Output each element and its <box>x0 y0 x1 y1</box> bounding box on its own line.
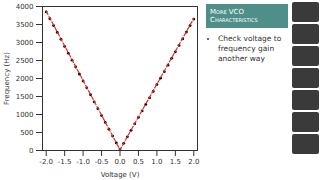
svg-text:-0.5: -0.5 <box>95 158 109 166</box>
svg-text:2.0: 2.0 <box>188 158 199 166</box>
svg-text:-2.0: -2.0 <box>39 158 53 166</box>
svg-text:Voltage (V): Voltage (V) <box>101 171 140 179</box>
svg-text:1500: 1500 <box>16 93 34 101</box>
svg-text:1.5: 1.5 <box>170 158 181 166</box>
svg-text:3000: 3000 <box>16 39 34 47</box>
svg-text:2500: 2500 <box>16 57 34 65</box>
html-text:More VCO Characteristics: More VCO Characteristics <box>210 8 258 24</box>
svg-text:0.0: 0.0 <box>114 158 125 166</box>
svg-text:4000: 4000 <box>16 3 34 11</box>
svg-text:1.0: 1.0 <box>151 158 162 166</box>
svg-text:2000: 2000 <box>16 75 34 83</box>
svg-text:-1.5: -1.5 <box>58 158 72 166</box>
svg-text:1000: 1000 <box>16 111 34 119</box>
svg-text:-1.0: -1.0 <box>76 158 90 166</box>
svg-text:0: 0 <box>29 147 33 155</box>
svg-text:0.5: 0.5 <box>133 158 144 166</box>
svg-text:500: 500 <box>20 129 33 137</box>
svg-text:3500: 3500 <box>16 21 34 29</box>
svg-text:Frequency (Hz): Frequency (Hz) <box>3 52 11 105</box>
html-text:Check voltage to frequency gai: Check voltage to frequency gain another … <box>218 34 282 64</box>
